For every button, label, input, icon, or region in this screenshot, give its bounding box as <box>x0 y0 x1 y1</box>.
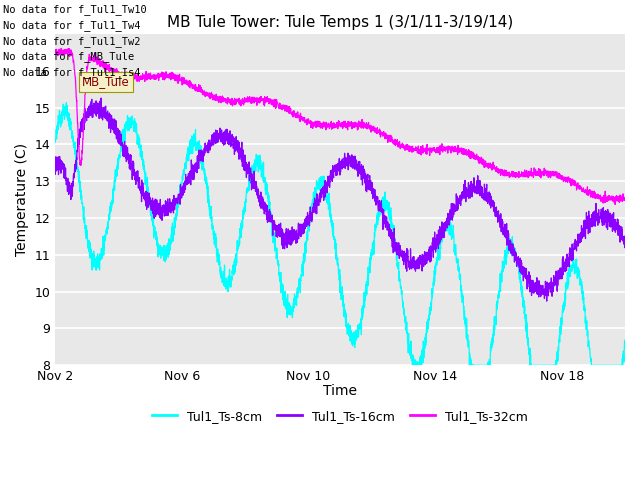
Text: No data for f_MB_Tule: No data for f_MB_Tule <box>3 51 134 62</box>
X-axis label: Time: Time <box>323 384 357 398</box>
Text: No data for f_Tul1_Tw2: No data for f_Tul1_Tw2 <box>3 36 141 47</box>
Legend: Tul1_Ts-8cm, Tul1_Ts-16cm, Tul1_Ts-32cm: Tul1_Ts-8cm, Tul1_Ts-16cm, Tul1_Ts-32cm <box>147 405 533 428</box>
Text: No data for f_Tul1_Is4: No data for f_Tul1_Is4 <box>3 67 141 78</box>
Y-axis label: Temperature (C): Temperature (C) <box>15 143 29 256</box>
Text: No data for f_Tul1_Tw10: No data for f_Tul1_Tw10 <box>3 4 147 15</box>
Title: MB Tule Tower: Tule Temps 1 (3/1/11-3/19/14): MB Tule Tower: Tule Temps 1 (3/1/11-3/19… <box>167 15 513 30</box>
Text: No data for f_Tul1_Tw4: No data for f_Tul1_Tw4 <box>3 20 141 31</box>
Text: MB_Tule: MB_Tule <box>82 75 130 88</box>
